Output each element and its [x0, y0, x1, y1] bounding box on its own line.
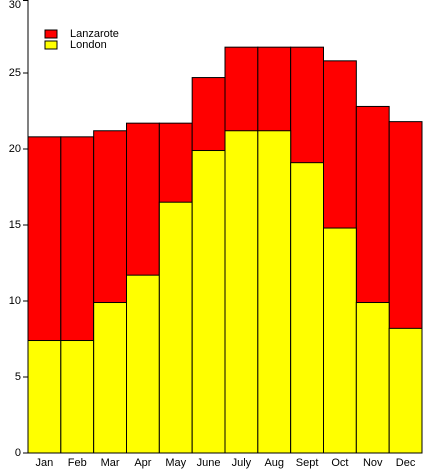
x-tick-label: Jan [36, 457, 54, 469]
x-tick-label: Dec [396, 457, 416, 469]
bar [257, 130, 292, 454]
bar [191, 150, 226, 454]
legend-label: London [70, 39, 107, 51]
bar [158, 201, 193, 454]
bar [126, 274, 160, 454]
legend-swatch [44, 29, 58, 39]
x-tick-label: Nov [363, 457, 383, 469]
bar [27, 340, 62, 454]
x-tick-label: Aug [264, 457, 284, 469]
bar [355, 302, 390, 454]
x-tick-label: Mar [101, 457, 120, 469]
legend-swatch [44, 40, 58, 50]
x-tick-label: May [165, 457, 186, 469]
x-tick-label: Feb [68, 457, 87, 469]
x-tick-label: July [232, 457, 252, 469]
bar [224, 130, 259, 454]
y-tick-label: 15 [9, 219, 21, 231]
legend-label: Lanzarote [70, 28, 119, 40]
x-tick-label: June [197, 457, 221, 469]
y-tick-label: 0 [15, 447, 21, 459]
bar [290, 162, 324, 454]
y-tick-label: 30 [9, 0, 21, 11]
x-tick-label: Apr [134, 457, 151, 469]
x-tick-label: Oct [331, 457, 348, 469]
bar [323, 227, 357, 454]
y-tick-label: 25 [9, 67, 21, 79]
bar [93, 302, 127, 454]
y-tick-label: 20 [9, 143, 21, 155]
bar [60, 340, 95, 454]
bar [388, 327, 423, 454]
x-tick-label: Sept [296, 457, 319, 469]
y-tick-label: 10 [9, 295, 21, 307]
y-tick-label: 5 [15, 371, 21, 383]
